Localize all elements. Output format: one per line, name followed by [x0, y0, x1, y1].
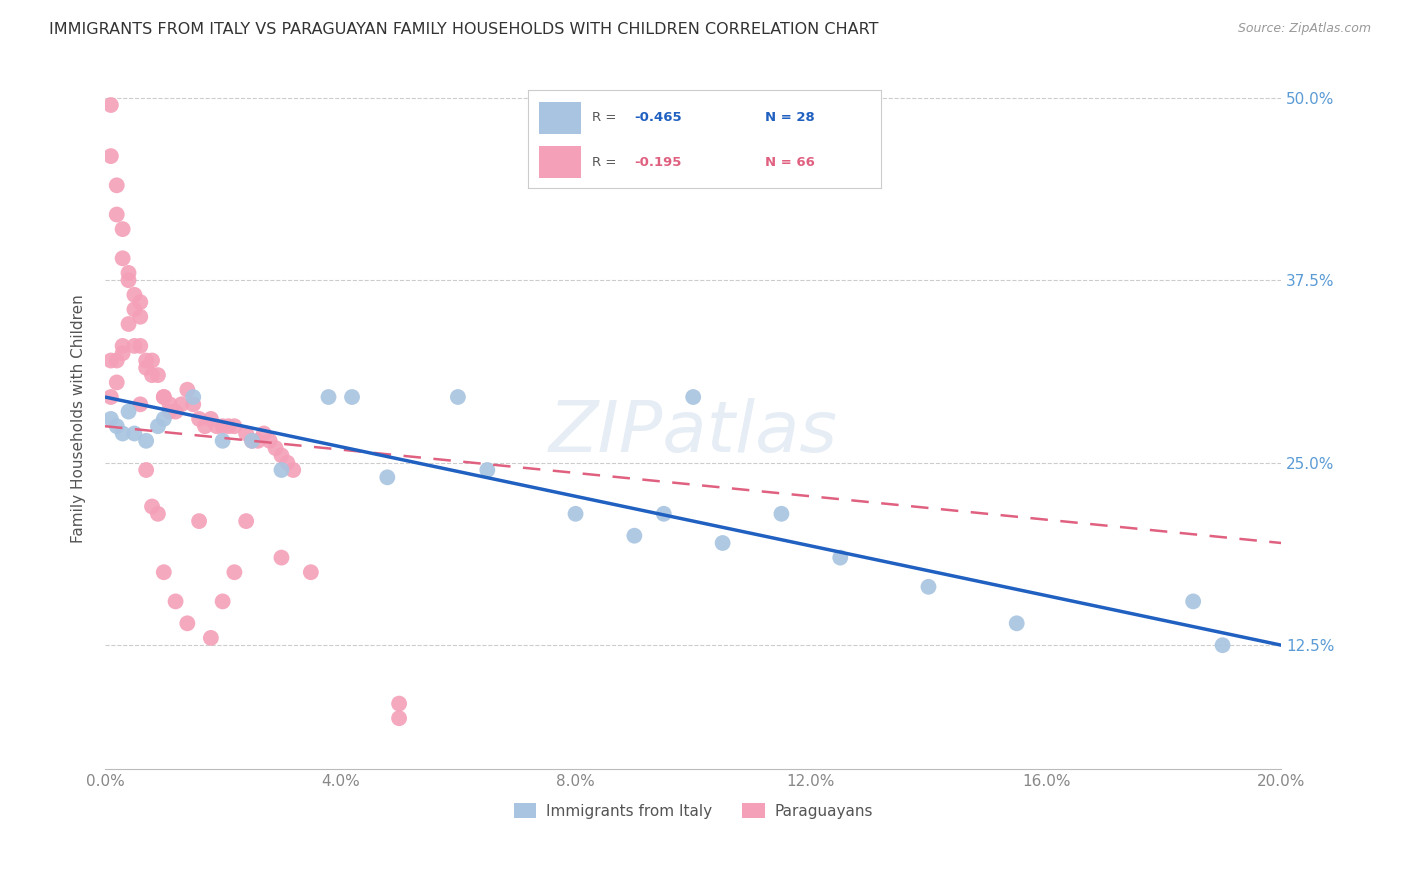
- Point: [105, 376, 128, 390]
- Point: [188, 514, 211, 528]
- Point: [124, 339, 146, 353]
- Point: [682, 390, 704, 404]
- Point: [111, 346, 134, 360]
- Point: [129, 397, 152, 411]
- Point: [141, 368, 163, 383]
- Point: [141, 500, 163, 514]
- Point: [153, 412, 176, 426]
- Text: Source: ZipAtlas.com: Source: ZipAtlas.com: [1237, 22, 1371, 36]
- Point: [276, 456, 298, 470]
- Point: [170, 397, 193, 411]
- Point: [770, 507, 793, 521]
- Point: [129, 295, 152, 310]
- Point: [564, 507, 586, 521]
- Point: [218, 419, 240, 434]
- Point: [375, 470, 398, 484]
- Point: [211, 434, 233, 448]
- Text: IMMIGRANTS FROM ITALY VS PARAGUAYAN FAMILY HOUSEHOLDS WITH CHILDREN CORRELATION : IMMIGRANTS FROM ITALY VS PARAGUAYAN FAMI…: [49, 22, 879, 37]
- Point: [318, 390, 340, 404]
- Point: [117, 404, 139, 418]
- Point: [165, 404, 187, 418]
- Point: [165, 594, 187, 608]
- Point: [135, 463, 157, 477]
- Point: [176, 383, 198, 397]
- Point: [141, 353, 163, 368]
- Point: [194, 419, 217, 434]
- Point: [830, 550, 852, 565]
- Point: [246, 434, 269, 448]
- Point: [100, 412, 122, 426]
- Point: [135, 353, 157, 368]
- Point: [111, 222, 134, 236]
- Point: [105, 207, 128, 221]
- Point: [240, 434, 263, 448]
- Point: [340, 390, 363, 404]
- Point: [111, 426, 134, 441]
- Point: [270, 550, 292, 565]
- Y-axis label: Family Households with Children: Family Households with Children: [72, 294, 86, 543]
- Point: [388, 697, 411, 711]
- Point: [388, 711, 411, 725]
- Text: ZIPatlas: ZIPatlas: [548, 399, 838, 467]
- Point: [100, 149, 122, 163]
- Point: [205, 419, 228, 434]
- Point: [652, 507, 675, 521]
- Point: [146, 368, 169, 383]
- Point: [117, 273, 139, 287]
- Point: [176, 616, 198, 631]
- Point: [105, 419, 128, 434]
- Point: [264, 441, 287, 455]
- Point: [623, 529, 645, 543]
- Point: [100, 98, 122, 112]
- Point: [711, 536, 734, 550]
- Point: [211, 594, 233, 608]
- Point: [181, 390, 204, 404]
- Point: [259, 434, 281, 448]
- Point: [105, 353, 128, 368]
- Point: [100, 353, 122, 368]
- Point: [188, 412, 211, 426]
- Point: [211, 419, 233, 434]
- Point: [117, 266, 139, 280]
- Point: [153, 565, 176, 579]
- Point: [283, 463, 305, 477]
- Point: [129, 310, 152, 324]
- Point: [270, 449, 292, 463]
- Point: [200, 631, 222, 645]
- Point: [105, 178, 128, 193]
- Point: [153, 390, 176, 404]
- Point: [240, 434, 263, 448]
- Point: [117, 317, 139, 331]
- Point: [146, 419, 169, 434]
- Legend: Immigrants from Italy, Paraguayans: Immigrants from Italy, Paraguayans: [508, 797, 879, 825]
- Point: [200, 412, 222, 426]
- Point: [159, 397, 181, 411]
- Point: [100, 390, 122, 404]
- Point: [111, 339, 134, 353]
- Point: [159, 404, 181, 418]
- Point: [1212, 638, 1234, 652]
- Point: [253, 426, 276, 441]
- Point: [1182, 594, 1205, 608]
- Point: [224, 565, 246, 579]
- Point: [111, 252, 134, 266]
- Point: [124, 426, 146, 441]
- Point: [135, 360, 157, 375]
- Point: [917, 580, 939, 594]
- Point: [129, 339, 152, 353]
- Point: [299, 565, 322, 579]
- Point: [235, 514, 257, 528]
- Point: [477, 463, 499, 477]
- Point: [153, 390, 176, 404]
- Point: [181, 397, 204, 411]
- Point: [1005, 616, 1028, 631]
- Point: [224, 419, 246, 434]
- Point: [135, 434, 157, 448]
- Point: [447, 390, 470, 404]
- Point: [235, 426, 257, 441]
- Point: [270, 463, 292, 477]
- Point: [124, 302, 146, 317]
- Point: [146, 507, 169, 521]
- Point: [124, 288, 146, 302]
